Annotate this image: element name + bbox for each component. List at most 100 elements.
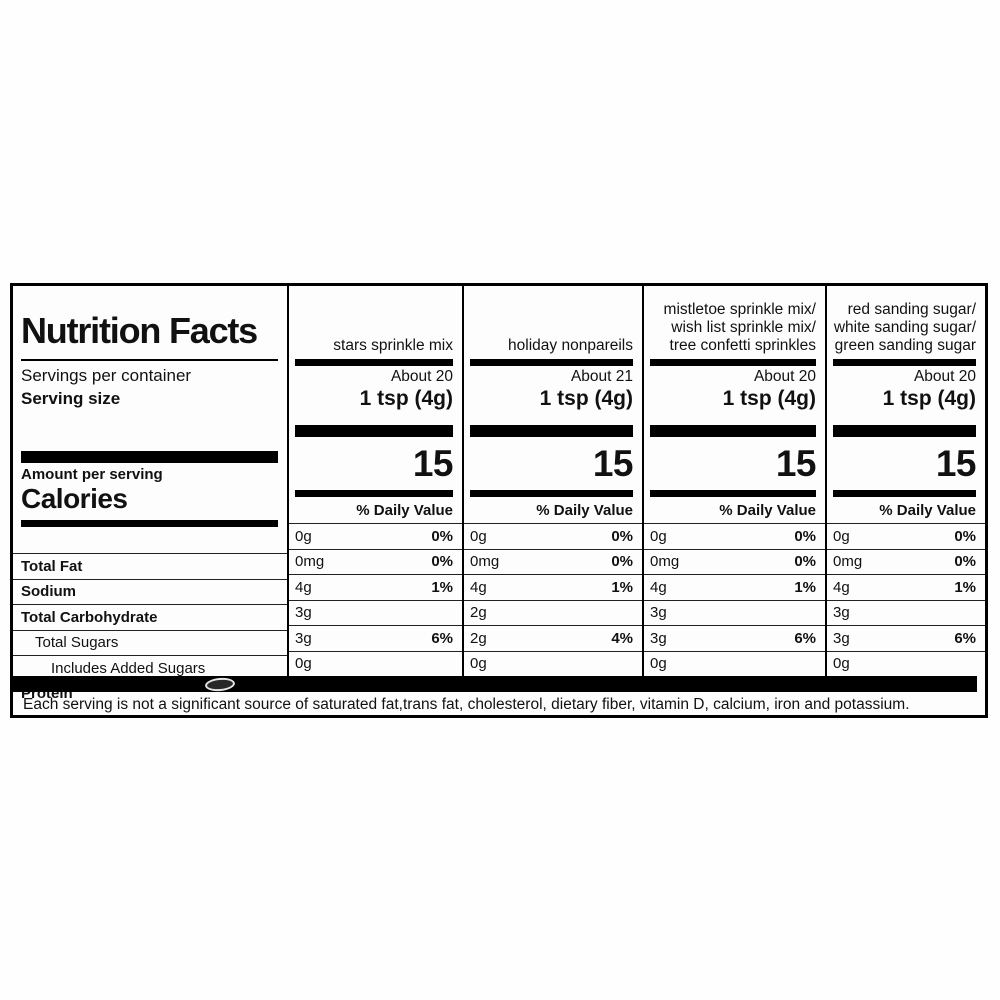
thick-divider-bar — [464, 425, 642, 437]
servings-count: About 20 — [390, 368, 453, 385]
amount-value: 3g — [295, 629, 312, 647]
nutrient-name: Sodium — [21, 583, 76, 601]
nutrient-value-row: 3g 6% — [827, 625, 985, 651]
daily-value-spacer — [13, 527, 287, 553]
calories-value: 15 — [775, 442, 817, 484]
nutrient-value-row: 0g — [644, 650, 825, 677]
amount-value: 4g — [295, 578, 312, 596]
panel-title: Nutrition Facts — [21, 310, 258, 351]
nutrient-value-row: 4g 1% — [464, 574, 642, 600]
amount-value: 0g — [470, 527, 487, 545]
product-name-line: tree confetti sprinkles — [669, 337, 816, 354]
nutrient-value-row: 0mg 0% — [644, 548, 825, 575]
nutrient-value-row: 3g — [289, 599, 462, 626]
amount-value: 3g — [650, 604, 667, 622]
nutrient-value-row: 0g 0% — [644, 523, 825, 549]
thin-divider-bar — [289, 490, 462, 497]
header-divider-bar — [464, 359, 642, 366]
daily-value-header: % Daily Value — [356, 501, 453, 519]
serving-size-value: 1 tsp (4g) — [722, 386, 816, 410]
thick-divider-bar — [289, 425, 462, 437]
header-divider-bar — [827, 359, 985, 366]
nutrient-value-row: 0mg 0% — [464, 548, 642, 575]
amount-value: 0mg — [295, 553, 325, 571]
spacer — [289, 412, 462, 425]
product-name: red sanding sugar/white sanding sugar/gr… — [827, 286, 985, 359]
product-name-line: white sanding sugar/ — [833, 319, 976, 336]
nutrient-value-row: 0g — [289, 650, 462, 677]
spacer — [827, 412, 985, 425]
thin-divider-bar — [644, 490, 825, 497]
product-column: mistletoe sprinkle mix/wish list sprinkl… — [642, 286, 825, 676]
thick-divider-bar — [13, 451, 287, 463]
daily-value-percent: 0% — [794, 527, 816, 545]
amount-value: 2g — [470, 629, 487, 647]
nutrient-value-row: 2g 4% — [464, 625, 642, 651]
thin-divider-bar — [13, 520, 287, 527]
calories-value: 15 — [935, 442, 977, 484]
nutrient-value-row: 3g — [644, 599, 825, 626]
servings-count: About 20 — [913, 368, 976, 385]
product-name-line: wish list sprinkle mix/ — [671, 319, 816, 336]
nutrient-name: Total Carbohydrate — [21, 608, 158, 626]
nutrient-value-row: 0mg 0% — [289, 548, 462, 575]
amount-value: 0g — [833, 527, 850, 545]
daily-value-percent: 1% — [794, 578, 816, 596]
amount-value: 3g — [833, 604, 850, 622]
product-column: stars sprinkle mix About 20 1 tsp (4g) 1… — [287, 286, 462, 676]
calories-value: 15 — [592, 442, 634, 484]
nutrient-value-row: 3g 6% — [644, 625, 825, 651]
nutrient-row: Total Sugars — [13, 629, 287, 656]
product-column: red sanding sugar/white sanding sugar/gr… — [825, 286, 985, 676]
nutrient-value-row: 4g 1% — [827, 574, 985, 600]
product-name: stars sprinkle mix — [289, 286, 462, 359]
nutrient-value-row: 4g 1% — [289, 574, 462, 600]
thin-divider-bar — [827, 490, 985, 497]
daily-value-percent: 0% — [954, 553, 976, 571]
amount-value: 0mg — [833, 553, 863, 571]
calories-value: 15 — [412, 442, 454, 484]
thin-divider-bar — [464, 490, 642, 497]
product-name-line: green sanding sugar — [834, 337, 976, 354]
calories-label: Calories — [21, 483, 128, 514]
title-rule — [21, 359, 278, 361]
product-columns: stars sprinkle mix About 20 1 tsp (4g) 1… — [287, 286, 985, 676]
serving-size-value: 1 tsp (4g) — [359, 386, 453, 410]
daily-value-percent: 0% — [611, 553, 633, 571]
product-name-line: stars sprinkle mix — [333, 337, 453, 354]
nutrient-value-row: 3g 6% — [289, 625, 462, 651]
amount-value: 0mg — [650, 553, 680, 571]
amount-value: 0mg — [470, 553, 500, 571]
nutrient-value-row: 0g — [464, 650, 642, 677]
daily-value-percent: 0% — [431, 527, 453, 545]
daily-value-header: % Daily Value — [879, 501, 976, 519]
daily-value-percent: 1% — [611, 578, 633, 596]
nutrient-value-row: 3g — [827, 599, 985, 626]
spacer — [644, 412, 825, 425]
amount-value: 0g — [470, 655, 487, 673]
daily-value-percent: 0% — [431, 553, 453, 571]
nutrient-row: Total Fat — [13, 553, 287, 579]
amount-value: 0g — [650, 655, 667, 673]
amount-value: 4g — [833, 578, 850, 596]
amount-value: 0g — [650, 527, 667, 545]
nutrient-value-row: 0g — [827, 650, 985, 677]
product-name: mistletoe sprinkle mix/wish list sprinkl… — [644, 286, 825, 359]
nutrient-name: Includes Added Sugars — [51, 659, 206, 677]
calories-header: Amount per serving Calories — [13, 467, 287, 520]
nutrient-value-row: 0mg 0% — [827, 548, 985, 575]
servings-count: About 21 — [570, 368, 633, 385]
product-name: holiday nonpareils — [464, 286, 642, 359]
amount-value: 2g — [470, 604, 487, 622]
panel-columns: Nutrition Facts Servings per container S… — [13, 286, 985, 702]
nutrient-value-row: 4g 1% — [644, 574, 825, 600]
serving-size-label: Serving size — [21, 389, 121, 408]
product-name-line: red sanding sugar/ — [847, 301, 976, 318]
header-divider-bar — [644, 359, 825, 366]
amount-value: 0g — [295, 527, 312, 545]
nutrient-row: Sodium — [13, 578, 287, 605]
amount-value: 3g — [295, 604, 312, 622]
nutrient-name: Total Fat — [21, 557, 83, 575]
amount-value: 0g — [295, 655, 312, 673]
